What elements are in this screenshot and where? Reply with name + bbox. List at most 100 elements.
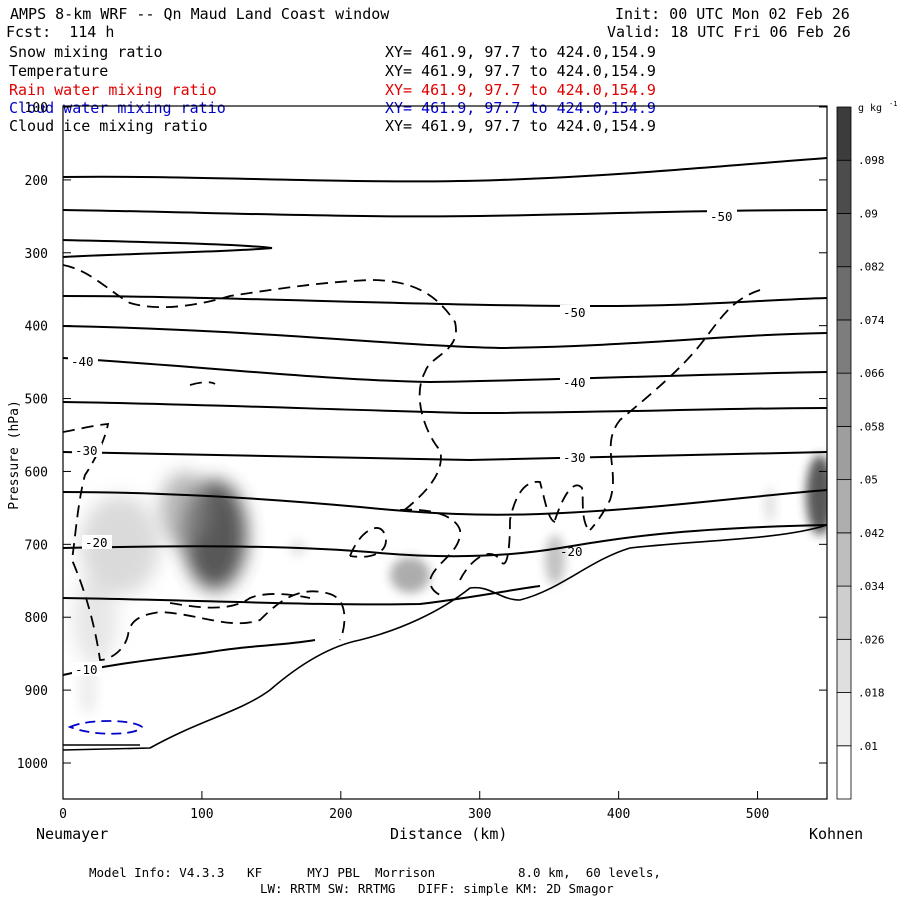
plot-frame xyxy=(62,105,828,800)
temp-label: -20 xyxy=(560,544,583,559)
colorbar-bin xyxy=(836,692,852,747)
snow-patch xyxy=(806,455,827,535)
colorbar-level-label: .05 xyxy=(858,474,878,487)
colorbar-level-label: .026 xyxy=(858,633,885,646)
x-tick-label: 400 xyxy=(607,807,630,822)
temp-label: -20 xyxy=(85,535,108,550)
temp-label: -50 xyxy=(563,305,586,320)
colorbar-bin xyxy=(836,159,852,214)
colorbar-level-label: .098 xyxy=(858,154,885,167)
legend-name-cloud-water: Cloud water mixing ratio xyxy=(9,99,226,117)
x-end-label: Kohnen xyxy=(809,825,864,843)
cloud-ice-contours xyxy=(63,264,761,661)
isotherm xyxy=(63,157,827,183)
cloud-water-contour xyxy=(67,720,144,735)
colorbar-level-label: .058 xyxy=(858,420,885,433)
isotherm xyxy=(63,585,541,606)
snow-patch xyxy=(545,535,565,585)
isotherm xyxy=(63,451,827,462)
snow-patch xyxy=(73,575,117,665)
legend-name-cloud-ice: Cloud ice mixing ratio xyxy=(9,117,208,135)
isotherm xyxy=(63,325,827,350)
chart-title: AMPS 8-km WRF -- Qn Maud Land Coast wind… xyxy=(10,5,390,23)
legend-xy-cloud-ice: XY= 461.9, 97.7 to 424.0,154.9 xyxy=(385,117,656,135)
y-tick-label: 500 xyxy=(25,393,48,408)
y-tick-label: 1000 xyxy=(17,757,48,772)
forecast-hour: Fcst: 114 h xyxy=(6,23,115,41)
isotherm xyxy=(63,489,827,516)
temp-label: -50 xyxy=(710,209,733,224)
colorbar-unit: g kg xyxy=(858,103,882,114)
y-axis-label: Pressure (hPa) xyxy=(7,400,22,510)
y-tick-label: 400 xyxy=(25,320,48,335)
isotherm xyxy=(63,524,827,558)
temp-label: -40 xyxy=(71,354,94,369)
legend-xy-cloud-water: XY= 461.9, 97.7 to 424.0,154.9 xyxy=(385,99,656,117)
valid-time: Valid: 18 UTC Fri 06 Feb 26 xyxy=(607,23,851,41)
y-tick-label: 100 xyxy=(25,101,48,116)
isotherm xyxy=(63,357,827,384)
cloud-ice-contour xyxy=(349,527,387,558)
colorbar-level-label: .01 xyxy=(858,740,878,753)
snow-patch xyxy=(390,557,430,593)
colorbar-bin xyxy=(836,213,852,268)
cloud-ice-contour xyxy=(169,593,311,609)
colorbar-unit-exponent: -1 xyxy=(889,100,897,108)
legend-xy-snow: XY= 461.9, 97.7 to 424.0,154.9 xyxy=(385,43,656,61)
x-start-label: Neumayer xyxy=(36,825,109,843)
x-tick-label: 300 xyxy=(468,807,491,822)
isotherm xyxy=(63,239,273,258)
colorbar-level-label: .034 xyxy=(858,580,885,593)
y-tick-label: 900 xyxy=(25,684,48,699)
x-tick-label: 100 xyxy=(190,807,213,822)
colorbar-level-label: .074 xyxy=(858,314,885,327)
y-tick-label: 300 xyxy=(25,247,48,262)
legend-xy-rain: XY= 461.9, 97.7 to 424.0,154.9 xyxy=(385,81,656,99)
snow-patch xyxy=(764,487,776,523)
cloud-ice-contour xyxy=(554,484,591,533)
snow-patch xyxy=(160,472,210,548)
colorbar-bin xyxy=(836,425,852,481)
y-axis: 100 200 300 400 500 600 700 800 900 1000 xyxy=(17,101,827,772)
colorbar-level-label: .09 xyxy=(858,207,878,220)
colorbar-level-label: .018 xyxy=(858,687,885,700)
x-axis: 0 100 200 300 400 500 xyxy=(59,791,769,822)
x-axis-label: Distance (km) xyxy=(390,825,508,843)
cloud-ice-contour xyxy=(63,423,346,661)
colorbar-bin xyxy=(836,638,852,693)
colorbar-bin xyxy=(836,372,852,427)
snow-patch xyxy=(78,665,98,715)
colorbar-bin xyxy=(836,532,852,587)
model-info: Model Info: V4.3.3 KF MYJ PBL Morrison 8… xyxy=(89,865,661,880)
x-tick-label: 200 xyxy=(329,807,352,822)
cloud-ice-contour xyxy=(399,508,461,596)
x-tick-label: 0 xyxy=(59,807,67,822)
y-tick-label: 600 xyxy=(25,465,48,480)
colorbar-level-label: .066 xyxy=(858,367,885,380)
colorbar-bin xyxy=(836,266,852,321)
cloud-ice-contour xyxy=(63,264,457,513)
isotherm xyxy=(63,401,827,415)
temp-label: -30 xyxy=(75,443,98,458)
colorbar-bin xyxy=(836,585,852,640)
y-tick-label: 800 xyxy=(25,611,48,626)
colorbar-bin xyxy=(836,745,852,800)
snow-patch xyxy=(80,495,160,595)
legend-name-rain: Rain water mixing ratio xyxy=(9,81,217,99)
cloud-ice-contour xyxy=(459,481,556,581)
legend-xy-temperature: XY= 461.9, 97.7 to 424.0,154.9 xyxy=(385,62,656,80)
isotherm xyxy=(63,295,827,308)
legend-name-temperature: Temperature xyxy=(9,62,109,80)
temp-label: -10 xyxy=(75,662,98,677)
temperature-labels: -50 -50 -40 -40 -30 -30 -20 -20 -10 xyxy=(68,209,737,677)
terrain-boundary xyxy=(62,524,828,751)
temp-label: -30 xyxy=(563,450,586,465)
temp-label: -40 xyxy=(563,375,586,390)
colorbar-level-label: .042 xyxy=(858,527,885,540)
colorbar: .01 .018 .026 .034 .042 .05 .058 .066 .074 .082 .0… xyxy=(836,106,885,800)
y-tick-label: 200 xyxy=(25,174,48,189)
legend-name-snow: Snow mixing ratio xyxy=(9,43,163,61)
model-physics: LW: RRTM SW: RRTMG DIFF: simple KM: 2D S… xyxy=(260,881,614,896)
colorbar-bin xyxy=(836,106,852,161)
